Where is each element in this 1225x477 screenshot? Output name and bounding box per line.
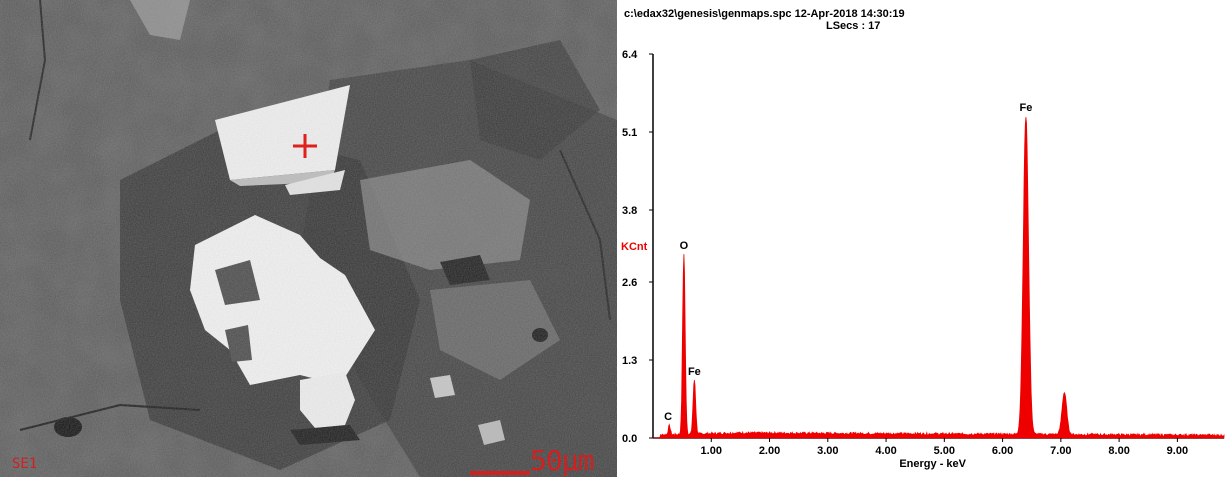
x-tick-label: 3.00 (817, 445, 838, 457)
sem-micrograph: SE1 50μm (0, 0, 617, 477)
chart-axes (652, 54, 1224, 439)
peak-label: Fe (688, 366, 701, 378)
x-tick-label: 1.00 (701, 445, 722, 457)
live-seconds: LSecs : 17 (826, 20, 881, 32)
y-tick-label: 3.8 (622, 205, 637, 217)
scale-bar (470, 471, 530, 475)
eds-spectrum-chart: 0.0 1.3 2.6 3.8 5.1 6.4 1.00 2.00 3.00 4.00 5.00 6.… (621, 49, 1225, 470)
x-tick-label: 2.00 (759, 445, 780, 457)
x-axis-label: Energy - keV (899, 458, 966, 470)
peak-label: O (680, 240, 689, 252)
peak-label: Fe (1019, 102, 1032, 114)
spectrum-area (653, 117, 1225, 439)
analysis-point-marker (293, 134, 317, 158)
y-tick-label: 1.3 (622, 355, 637, 367)
x-tick-label: 7.00 (1050, 445, 1071, 457)
panel-divider (617, 0, 620, 477)
spectrum-trace (653, 117, 1225, 439)
y-tick-label: 5.1 (622, 127, 637, 139)
scale-bar-label: 50μm (530, 444, 594, 477)
x-tick-label: 9.00 (1167, 445, 1188, 457)
y-tick-label: 6.4 (622, 49, 638, 61)
peak-labels: C O Fe Fe (664, 102, 1032, 423)
y-tick-label: 0.0 (622, 433, 637, 445)
spectrum-file-info: c:\edax32\genesis\genmaps.spc 12-Apr-201… (624, 8, 905, 20)
y-tick-label: 2.6 (622, 277, 637, 289)
x-tick-label: 5.00 (934, 445, 955, 457)
y-axis-label: KCnt (621, 241, 648, 253)
eds-spectrum-panel: c:\edax32\genesis\genmaps.spc 12-Apr-201… (620, 0, 1225, 477)
x-tick-label: 6.00 (992, 445, 1013, 457)
axis-ticks: 0.0 1.3 2.6 3.8 5.1 6.4 1.00 2.00 3.00 4.00 5.00 6.… (621, 49, 1188, 470)
sem-image (0, 0, 617, 477)
x-tick-label: 4.00 (875, 445, 896, 457)
detector-label: SE1 (12, 456, 38, 472)
x-tick-label: 8.00 (1108, 445, 1129, 457)
peak-label: C (664, 411, 672, 423)
